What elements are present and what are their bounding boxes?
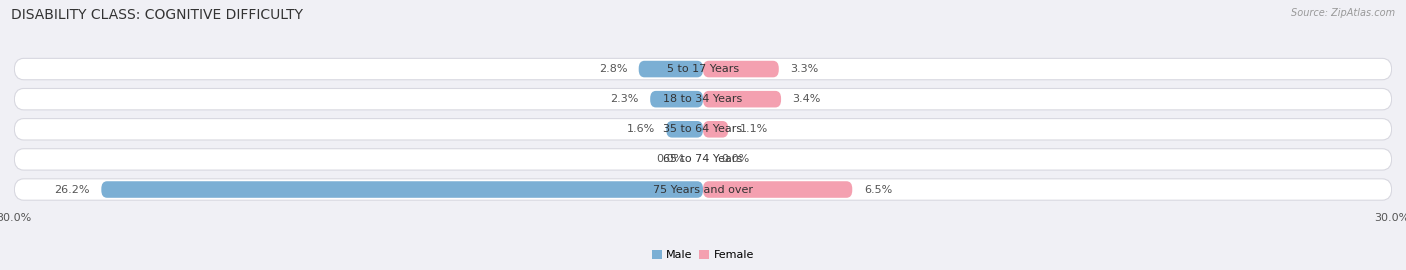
FancyBboxPatch shape [703, 121, 728, 138]
FancyBboxPatch shape [666, 121, 703, 138]
Text: 2.3%: 2.3% [610, 94, 638, 104]
Text: 0.0%: 0.0% [657, 154, 685, 164]
FancyBboxPatch shape [14, 179, 1392, 200]
Text: 1.6%: 1.6% [627, 124, 655, 134]
Text: 18 to 34 Years: 18 to 34 Years [664, 94, 742, 104]
FancyBboxPatch shape [638, 61, 703, 77]
Text: 65 to 74 Years: 65 to 74 Years [664, 154, 742, 164]
FancyBboxPatch shape [650, 91, 703, 107]
Legend: Male, Female: Male, Female [647, 245, 759, 265]
FancyBboxPatch shape [14, 89, 1392, 110]
FancyBboxPatch shape [14, 119, 1392, 140]
FancyBboxPatch shape [703, 181, 852, 198]
Text: 5 to 17 Years: 5 to 17 Years [666, 64, 740, 74]
Text: 6.5%: 6.5% [863, 184, 891, 194]
Text: 75 Years and over: 75 Years and over [652, 184, 754, 194]
Text: DISABILITY CLASS: COGNITIVE DIFFICULTY: DISABILITY CLASS: COGNITIVE DIFFICULTY [11, 8, 304, 22]
Text: 1.1%: 1.1% [740, 124, 768, 134]
Text: 3.4%: 3.4% [793, 94, 821, 104]
FancyBboxPatch shape [703, 91, 782, 107]
FancyBboxPatch shape [101, 181, 703, 198]
Text: 35 to 64 Years: 35 to 64 Years [664, 124, 742, 134]
Text: 2.8%: 2.8% [599, 64, 627, 74]
Text: 0.0%: 0.0% [721, 154, 749, 164]
Text: 3.3%: 3.3% [790, 64, 818, 74]
Text: Source: ZipAtlas.com: Source: ZipAtlas.com [1291, 8, 1395, 18]
FancyBboxPatch shape [14, 149, 1392, 170]
FancyBboxPatch shape [703, 61, 779, 77]
FancyBboxPatch shape [14, 58, 1392, 80]
Text: 26.2%: 26.2% [55, 184, 90, 194]
